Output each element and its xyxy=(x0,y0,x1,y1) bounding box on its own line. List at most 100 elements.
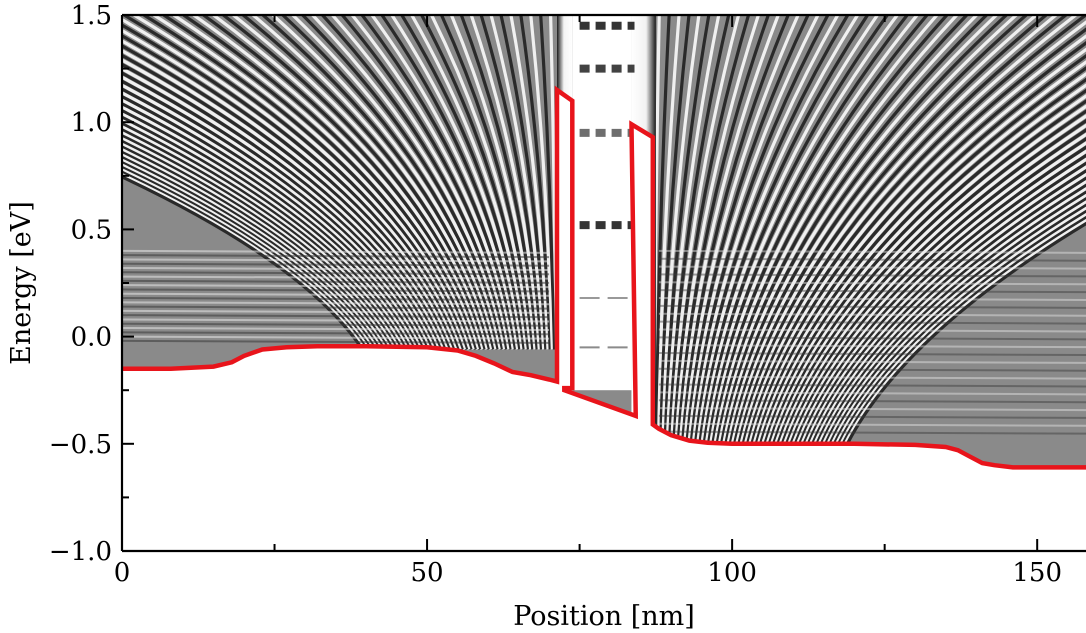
subband-line xyxy=(122,266,550,271)
subband-line xyxy=(122,297,550,302)
fringe-line xyxy=(767,77,1086,445)
fringe-line xyxy=(410,15,527,350)
fringe-line xyxy=(509,15,549,350)
subband-line xyxy=(122,327,550,332)
ticks xyxy=(121,14,1039,552)
fringe-line xyxy=(808,165,1086,445)
subband-line xyxy=(658,430,1086,435)
fringe-line xyxy=(479,15,543,350)
fringe-line xyxy=(843,218,1086,445)
fringe-line xyxy=(122,128,403,351)
subband-line xyxy=(658,320,1086,325)
fringe-line xyxy=(830,200,1086,445)
fringe-line xyxy=(780,109,1086,445)
subband-line xyxy=(122,279,550,284)
subband-line xyxy=(658,312,1086,317)
fringe-line xyxy=(499,15,547,350)
fringe-line xyxy=(739,15,1058,445)
fringe-line xyxy=(122,112,414,351)
x-tick-label: 150 xyxy=(1012,558,1062,588)
fringe-line xyxy=(719,15,968,445)
below-band-blank xyxy=(122,90,1086,551)
fringe-line xyxy=(665,15,721,444)
tick-labels: 0 50 100 150 1.5 1.0 0.5 0.0 −0.5 −1.0 xyxy=(49,1,1062,588)
fringe-line xyxy=(735,15,1038,445)
fringe-line xyxy=(835,206,1086,445)
fringe-line xyxy=(420,15,530,350)
subband-line xyxy=(122,284,550,289)
fringe-line xyxy=(824,190,1086,445)
subband-line xyxy=(658,257,1086,262)
subband-line xyxy=(122,254,550,259)
fringe-line xyxy=(822,187,1086,445)
subband-line xyxy=(122,314,550,319)
x-tick-label: 100 xyxy=(707,558,757,588)
fringe-line xyxy=(778,104,1086,445)
fringe-line xyxy=(122,105,419,351)
fringe-line xyxy=(791,132,1086,445)
fringe-line xyxy=(122,165,373,351)
fringe-line xyxy=(745,15,1086,445)
subband-line xyxy=(658,422,1086,427)
y-tick-label: 0.0 xyxy=(71,323,112,353)
subband-line xyxy=(658,391,1086,396)
fringe-line xyxy=(763,66,1086,445)
fringe-line xyxy=(519,15,551,350)
fringe-line xyxy=(800,149,1086,445)
fringe-line xyxy=(122,142,393,351)
subband-line xyxy=(122,335,550,340)
fringe-line xyxy=(122,131,401,351)
x-axis-label: Position [nm] xyxy=(513,601,695,632)
fringe-line xyxy=(785,119,1086,445)
x-tick-label: 50 xyxy=(411,558,444,588)
subband-line xyxy=(658,344,1086,349)
fringe-line xyxy=(817,179,1086,445)
fringe-line xyxy=(711,15,929,445)
fringe-line xyxy=(726,15,998,445)
subband-line xyxy=(122,331,550,336)
y-tick-label: 1.0 xyxy=(71,108,112,138)
subband-line xyxy=(122,318,550,323)
fringe-line xyxy=(728,15,1008,445)
fringe-line xyxy=(782,114,1086,445)
fringe-line xyxy=(828,197,1086,445)
fringe-line xyxy=(741,15,1067,445)
fringe-line xyxy=(122,139,395,351)
fringe-line xyxy=(802,153,1086,445)
series-layer xyxy=(122,85,1086,470)
subband-line xyxy=(658,273,1086,278)
fringe-line xyxy=(691,15,840,444)
fringe-line xyxy=(685,15,810,444)
fringe-line xyxy=(759,54,1086,445)
subband-line xyxy=(658,375,1086,380)
fringe-line xyxy=(722,15,978,445)
subband-line xyxy=(122,249,550,254)
fringe-line xyxy=(709,15,919,445)
fringe-line xyxy=(789,128,1086,445)
fringe-line xyxy=(122,108,417,351)
fringe-line xyxy=(122,125,406,351)
fringe-line xyxy=(680,15,790,444)
y-tick-label: −0.5 xyxy=(49,430,112,460)
subband-line xyxy=(122,292,550,297)
fringe-line xyxy=(750,27,1086,445)
fringe-line xyxy=(669,15,741,444)
fringe-line xyxy=(776,99,1086,445)
subband-line xyxy=(122,301,550,306)
subband-line xyxy=(658,336,1086,341)
fringe-line xyxy=(654,15,671,444)
fringe-line xyxy=(806,161,1086,445)
fringe-line xyxy=(122,172,366,351)
fringe-line xyxy=(756,47,1086,445)
well-region xyxy=(572,15,632,391)
subband-line xyxy=(122,305,550,310)
fringe-line xyxy=(698,15,869,444)
fringe-line xyxy=(122,163,375,351)
fringe-line xyxy=(661,15,701,444)
subband-line xyxy=(658,249,1086,254)
subband-line xyxy=(122,275,550,280)
fringe-line xyxy=(122,168,371,351)
fringe-line xyxy=(489,15,545,350)
fringe-line xyxy=(440,15,534,350)
